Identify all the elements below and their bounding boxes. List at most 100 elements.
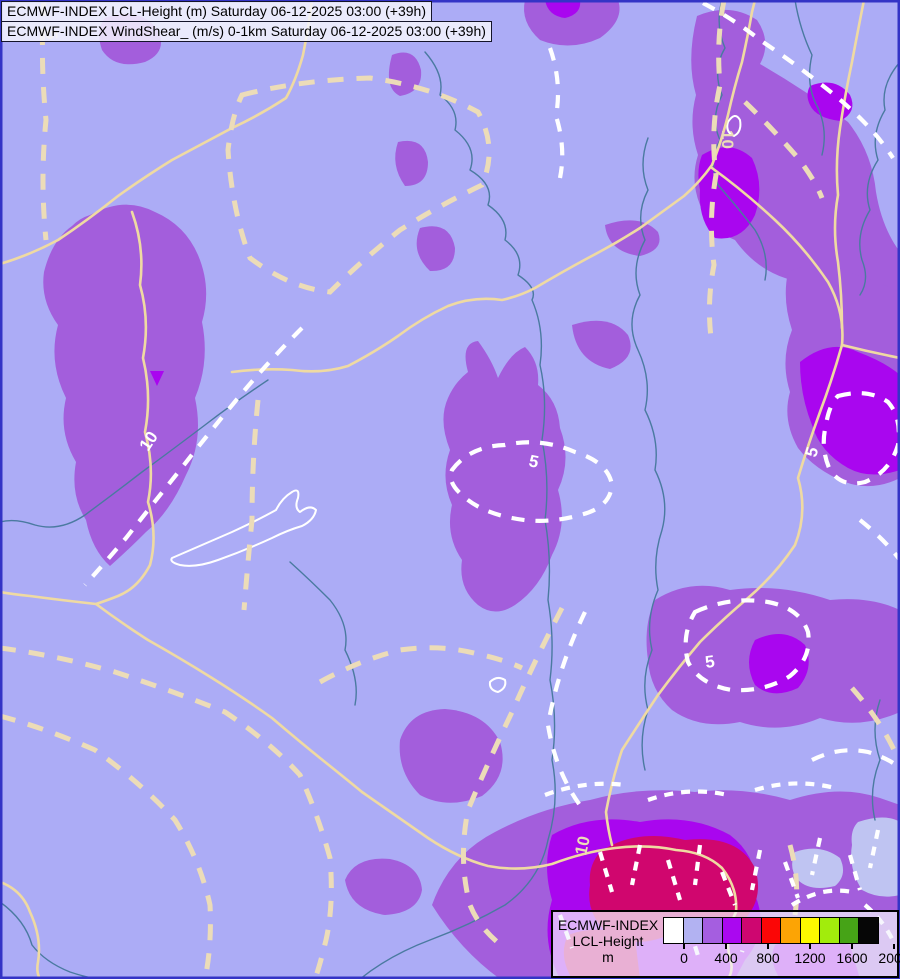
contour-5 bbox=[665, 859, 683, 901]
legend-swatch bbox=[760, 917, 782, 944]
legend-swatch-row bbox=[663, 917, 879, 944]
small-lake bbox=[726, 115, 742, 137]
contour-5 bbox=[754, 781, 836, 793]
contour-label: 10 bbox=[571, 834, 594, 856]
lcl-region-low bbox=[792, 848, 844, 888]
contour-5 bbox=[683, 598, 811, 693]
contour-label: 5 bbox=[527, 451, 540, 472]
lcl-region bbox=[399, 709, 503, 803]
legend-tick bbox=[767, 944, 769, 949]
contour-label: 5 bbox=[704, 652, 716, 672]
legend-tick bbox=[683, 944, 685, 949]
legend-title: ECMWF-INDEX LCL-Height m bbox=[555, 917, 661, 965]
legend-tick bbox=[725, 944, 727, 949]
contour-10 bbox=[787, 844, 800, 916]
contour-10 bbox=[850, 686, 898, 754]
lake-balaton bbox=[170, 489, 317, 567]
contour-10 bbox=[241, 399, 261, 611]
lcl-region bbox=[605, 220, 660, 256]
legend-title-line2: LCL-Height bbox=[572, 933, 644, 949]
contour-5 bbox=[629, 844, 643, 886]
lcl-region-low bbox=[851, 817, 900, 897]
legend-tick bbox=[851, 944, 853, 949]
legend-tick-label: 1200 bbox=[794, 950, 826, 966]
river bbox=[631, 137, 666, 771]
contour-10 bbox=[225, 75, 492, 295]
contour-5 bbox=[597, 851, 615, 893]
contour-5 bbox=[811, 748, 900, 770]
contour-5 bbox=[847, 854, 863, 891]
border-line bbox=[833, 0, 866, 330]
legend-swatch bbox=[799, 917, 821, 944]
contour-5 bbox=[858, 518, 900, 562]
contour-5 bbox=[809, 837, 823, 876]
contour-5 bbox=[545, 611, 587, 814]
title-boxes: ECMWF-INDEX LCL-Height (m) Saturday 06-1… bbox=[1, 1, 492, 42]
contour-5 bbox=[821, 390, 900, 486]
title-windshear: ECMWF-INDEX WindShear_ (m/s) 0-1km Satur… bbox=[1, 21, 492, 42]
legend-swatch bbox=[780, 917, 801, 944]
lcl-region bbox=[572, 320, 631, 369]
river bbox=[0, 379, 269, 528]
border-line bbox=[94, 210, 364, 794]
legend-tick-label: 2000 bbox=[878, 950, 900, 966]
river bbox=[289, 561, 357, 706]
contour-label: 10 bbox=[718, 130, 737, 149]
border-line bbox=[604, 166, 844, 847]
legend-tick-label: 800 bbox=[756, 950, 780, 966]
legend-swatch bbox=[663, 917, 684, 944]
legend-swatch bbox=[702, 917, 723, 944]
lcl-region bbox=[416, 226, 455, 272]
legend-tick-label: 1600 bbox=[836, 950, 868, 966]
contour-5 bbox=[790, 888, 853, 907]
title-lcl: ECMWF-INDEX LCL-Height (m) Saturday 06-1… bbox=[1, 1, 433, 22]
legend-tick-label: 400 bbox=[714, 950, 738, 966]
contour-10 bbox=[318, 645, 524, 685]
river bbox=[859, 61, 900, 296]
lcl-region bbox=[545, 0, 581, 18]
legend-swatch bbox=[838, 917, 860, 944]
legend-swatch bbox=[721, 917, 743, 944]
legend-unit: m bbox=[602, 949, 614, 965]
contour-5 bbox=[783, 861, 800, 899]
contour-5 bbox=[647, 789, 729, 802]
legend-panel: ECMWF-INDEX LCL-Height m 0 400 800 1200 1600… bbox=[551, 910, 900, 978]
lcl-region bbox=[43, 204, 207, 566]
legend-swatch bbox=[858, 917, 879, 944]
contour-5 bbox=[867, 829, 881, 869]
contour-5 bbox=[692, 844, 703, 886]
lcl-region bbox=[150, 371, 164, 386]
legend-tick bbox=[893, 944, 895, 949]
contour-10 bbox=[0, 713, 213, 979]
contour-5 bbox=[544, 781, 626, 797]
contour-10 bbox=[0, 645, 334, 979]
legend-swatch bbox=[682, 917, 704, 944]
lcl-region bbox=[524, 0, 620, 46]
legend-swatch bbox=[741, 917, 762, 944]
contour-10 bbox=[706, 0, 727, 346]
lcl-region bbox=[345, 858, 422, 915]
lcl-region bbox=[749, 634, 809, 694]
border-line bbox=[0, 0, 314, 266]
contour-10 bbox=[461, 606, 565, 951]
legend-tick-label: 0 bbox=[680, 950, 688, 966]
legend-tick-row: 0 400 800 1200 1600 2000 bbox=[663, 944, 900, 974]
river bbox=[794, 0, 825, 156]
legend-title-line1: ECMWF-INDEX bbox=[557, 917, 659, 933]
border-line bbox=[230, 0, 757, 374]
lakes bbox=[170, 115, 742, 693]
contour-5 bbox=[720, 871, 737, 906]
lcl-shading bbox=[43, 0, 900, 979]
contour-5 bbox=[548, 47, 565, 179]
contour-5 bbox=[749, 849, 763, 891]
legend-swatch bbox=[819, 917, 840, 944]
legend-tick bbox=[809, 944, 811, 949]
lcl-region bbox=[395, 140, 428, 186]
border-line bbox=[840, 343, 900, 360]
lcl-region bbox=[443, 341, 566, 612]
border-line bbox=[0, 590, 98, 606]
